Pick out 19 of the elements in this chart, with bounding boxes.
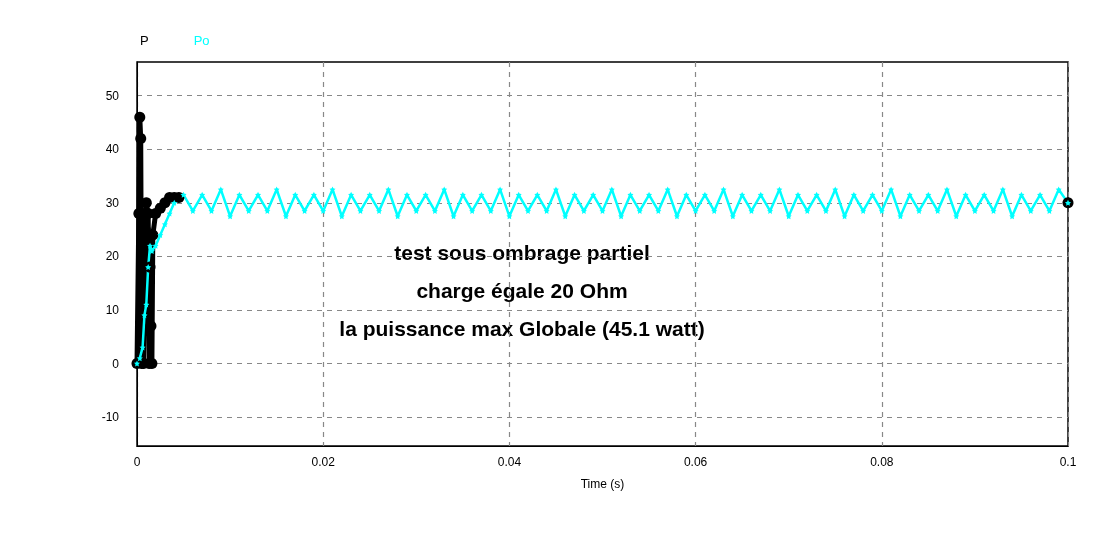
y-tick-label: 20 — [105, 249, 120, 264]
x-tick-label: 0.04 — [497, 455, 522, 469]
x-tick-label: 0.06 — [683, 455, 708, 469]
annotation: charge égale 20 Ohm — [416, 278, 628, 302]
x-tick-label: 0.08 — [870, 455, 894, 469]
x-tick-label: 0 — [133, 455, 141, 469]
y-tick-label: 30 — [105, 195, 120, 210]
annotation: la puissance max Globale (45.1 watt) — [339, 316, 705, 340]
y-tick-label: -10 — [101, 410, 120, 425]
text: P — [140, 32, 149, 48]
y-tick-label: 0 — [112, 356, 120, 371]
annotation: test sous ombrage partiel — [394, 240, 650, 264]
x-axis-title: Time (s) — [580, 477, 625, 491]
y-tick-label: 40 — [105, 142, 120, 157]
y-tick-label: 50 — [105, 88, 120, 103]
x-tick-label: 0.1 — [1059, 455, 1077, 469]
y-tick-label: 10 — [105, 302, 120, 317]
text: Po — [193, 32, 210, 48]
x-tick-label: 0.02 — [311, 455, 336, 469]
